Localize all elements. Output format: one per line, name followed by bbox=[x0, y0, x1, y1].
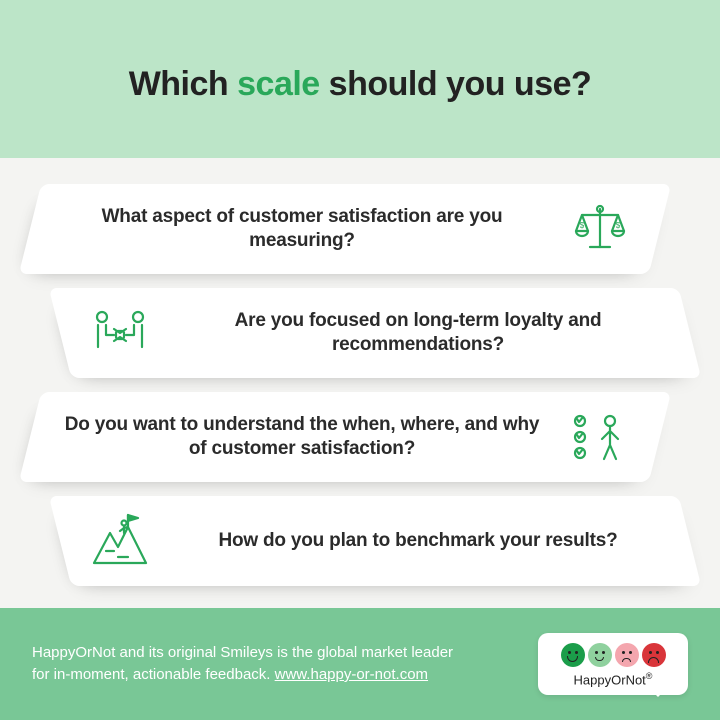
smiley-happy-icon bbox=[588, 643, 612, 667]
footer-url[interactable]: www.happy-or-not.com bbox=[275, 666, 428, 683]
page-title: Which scale should you use? bbox=[129, 65, 592, 104]
question-text: What aspect of customer satisfaction are… bbox=[58, 205, 546, 253]
question-list: What aspect of customer satisfaction are… bbox=[0, 158, 720, 608]
question-text: Are you focused on long-term loyalty and… bbox=[174, 309, 662, 357]
footer-line1: HappyOrNot and its original Smileys is t… bbox=[32, 644, 453, 661]
smiley-very-happy-icon bbox=[561, 643, 585, 667]
smiley-unhappy-icon bbox=[615, 643, 639, 667]
question-card: What aspect of customer satisfaction are… bbox=[19, 184, 671, 274]
logo-label: HappyOrNot® bbox=[552, 671, 674, 687]
smiley-row bbox=[552, 643, 674, 667]
question-card: Do you want to understand the when, wher… bbox=[19, 392, 671, 482]
checklist-person-icon bbox=[568, 409, 632, 465]
handshake-icon bbox=[88, 305, 152, 361]
title-prefix: Which bbox=[129, 65, 237, 103]
question-text: How do you plan to benchmark your result… bbox=[174, 529, 662, 553]
footer-text: HappyOrNot and its original Smileys is t… bbox=[32, 642, 518, 687]
logo-label-text: HappyOrNot bbox=[574, 672, 646, 687]
question-text: Do you want to understand the when, wher… bbox=[58, 413, 546, 461]
registered-mark: ® bbox=[646, 671, 653, 681]
title-suffix: should you use? bbox=[320, 65, 592, 103]
scale-balance-icon: $ $ bbox=[568, 201, 632, 257]
smiley-very-unhappy-icon bbox=[642, 643, 666, 667]
svg-text:$: $ bbox=[616, 221, 621, 230]
question-card: How do you plan to benchmark your result… bbox=[49, 496, 701, 586]
mountain-flag-icon bbox=[88, 513, 152, 569]
title-accent: scale bbox=[237, 65, 320, 103]
svg-text:$: $ bbox=[580, 221, 585, 230]
footer: HappyOrNot and its original Smileys is t… bbox=[0, 608, 720, 720]
question-card: Are you focused on long-term loyalty and… bbox=[49, 288, 701, 378]
footer-line2: for in-moment, actionable feedback. bbox=[32, 666, 275, 683]
header: Which scale should you use? bbox=[0, 0, 720, 158]
logo: HappyOrNot® bbox=[538, 633, 688, 695]
